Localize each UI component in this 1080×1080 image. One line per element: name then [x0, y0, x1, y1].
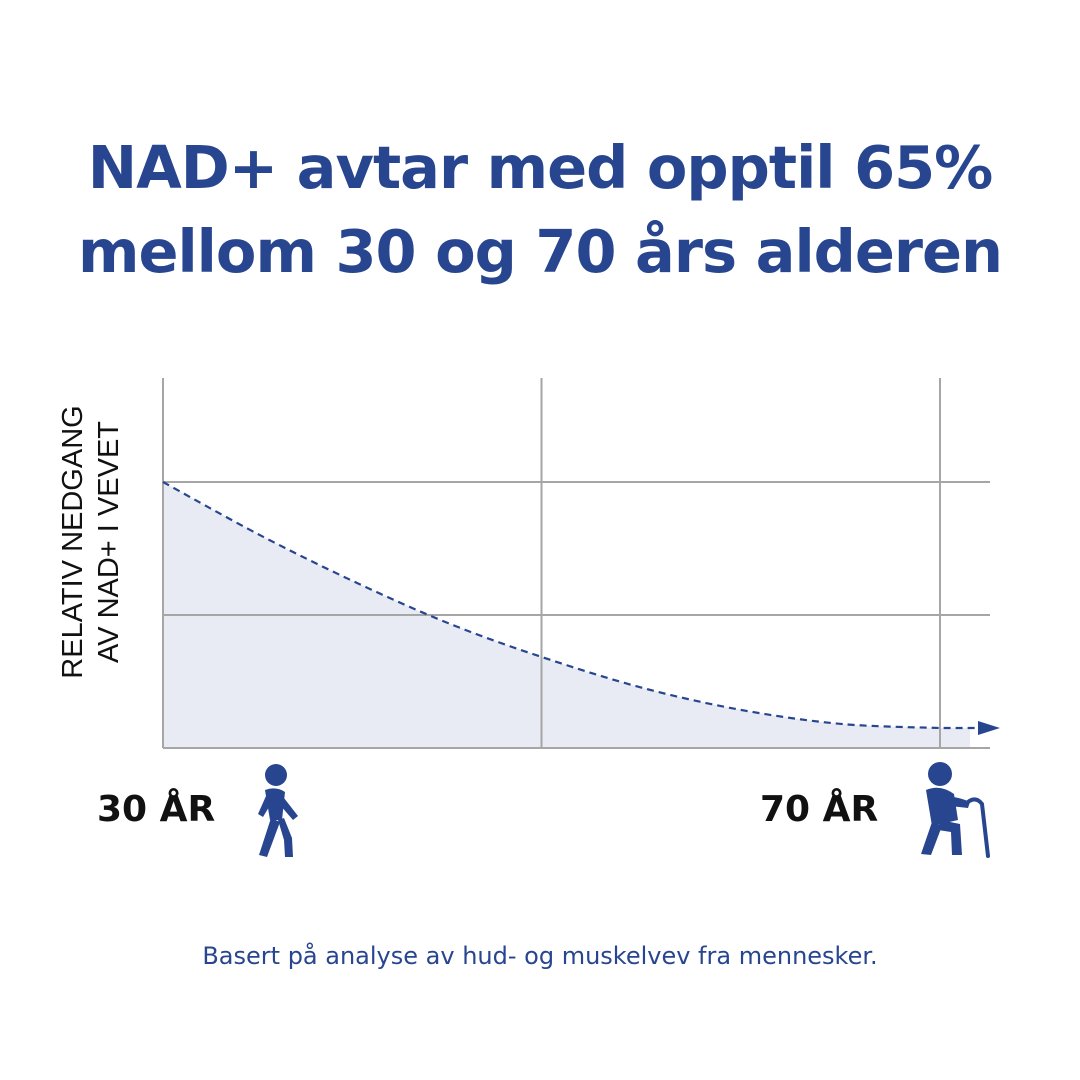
data-point-70: [939, 727, 942, 730]
series-line: [162, 481, 978, 730]
data-point-45: [453, 624, 456, 627]
headline: NAD+ avtar med opptil 65% mellom 30 og 7…: [0, 126, 1080, 294]
headline-line-2: mellom 30 og 70 års alderen: [77, 217, 1003, 286]
x-label-start: 30 ÅR: [97, 789, 216, 830]
x-label-end: 70 ÅR: [760, 789, 879, 830]
data-point-30: [162, 481, 165, 484]
headline-line-1: NAD+ avtar med opptil 65%: [87, 133, 994, 202]
data-point-55: [647, 688, 650, 691]
footnote: Basert på analyse av hud- og muskelvev f…: [202, 942, 878, 970]
area-fill: [163, 482, 970, 748]
chart-grid: [162, 378, 990, 749]
data-point-40: [356, 582, 359, 585]
data-point-35: [259, 534, 262, 537]
chart-line-layer: [162, 481, 1000, 736]
chart-area-layer: [163, 482, 970, 748]
elderly-person-with-cane-icon: [921, 762, 990, 858]
data-point-60: [744, 709, 747, 712]
series-arrowhead: [978, 721, 1000, 736]
data-point-65: [841, 723, 844, 726]
walking-person-icon: [258, 764, 298, 857]
data-point-50: [550, 659, 553, 662]
